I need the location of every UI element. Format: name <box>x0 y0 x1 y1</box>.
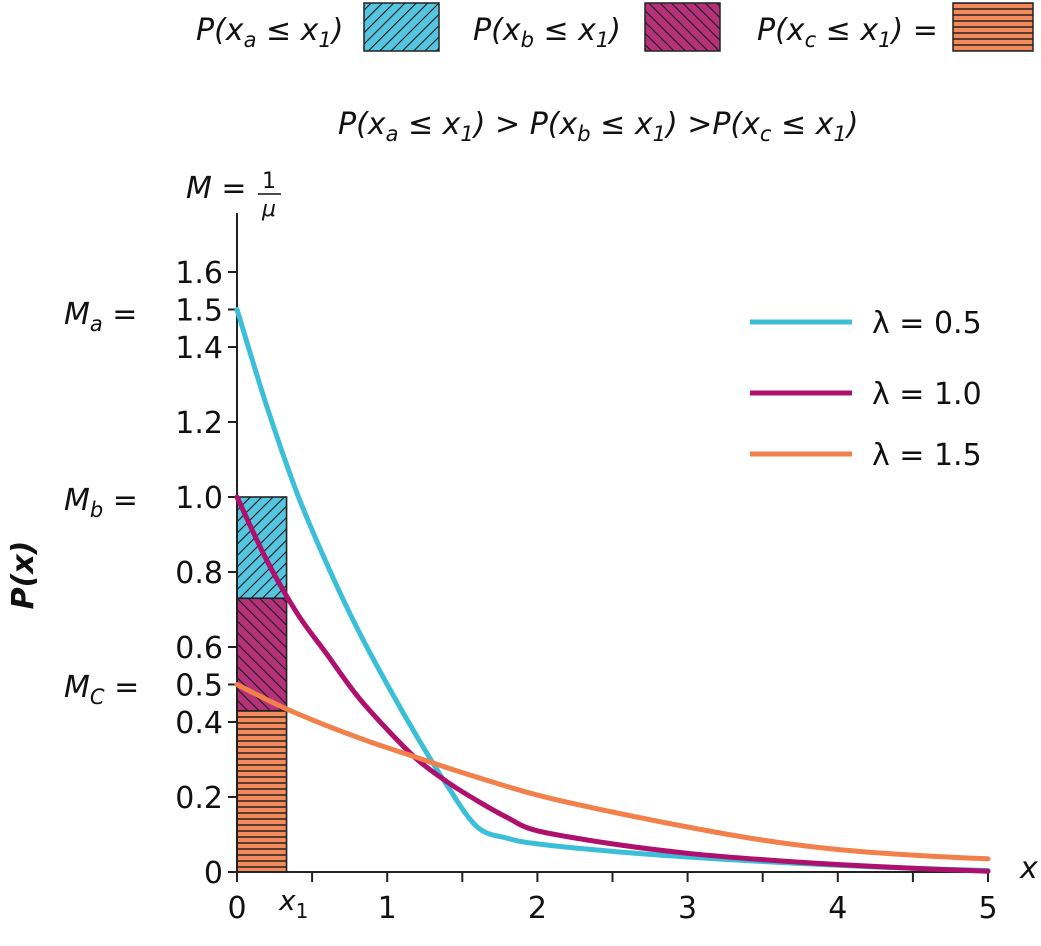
series-line-2 <box>234 682 991 862</box>
probability-bar-0 <box>236 709 288 873</box>
legend-c-swatch <box>952 2 1034 52</box>
inequality-text: P(xa ≤ x1) > P(xb ≤ x1) >P(xc ≤ x1) <box>338 107 859 146</box>
m-formula-denominator: μ <box>261 197 276 222</box>
series-legend: λ = 0.5 λ = 1.0 λ = 1.5 <box>750 306 982 473</box>
probability-bar-1 <box>236 597 288 712</box>
x-tick-label: 3 <box>678 891 697 926</box>
y-tick-label: 1.6 <box>175 256 223 291</box>
m-formula: M = 1 μ <box>186 169 281 222</box>
y-tick-label: 0.2 <box>175 781 223 816</box>
legend-b-label: P(xb ≤ x1) <box>473 13 621 52</box>
series-lines <box>234 307 991 874</box>
x-tick-label: 1 <box>378 891 397 926</box>
y-ticks: 0 0.2 0.40.50.6 0.8 1.0 1.2 1.41.51.6 <box>175 256 237 891</box>
y-tick-label: 1.0 <box>175 481 223 516</box>
legend-item-a: P(xa ≤ x1) <box>196 2 440 52</box>
y-axis-label: P(x) <box>6 541 41 610</box>
y-tick-label: 1.2 <box>175 406 223 441</box>
mc-label: MC = <box>64 670 139 709</box>
m-formula-numerator: 1 <box>262 169 276 194</box>
x-tick-label: 4 <box>828 891 847 926</box>
mb-label: Mb = <box>64 483 138 522</box>
series-line-1 <box>234 494 991 874</box>
legend-item-c: P(xc ≤ x1) = <box>757 2 1034 52</box>
y-tick-label: 1.5 <box>175 294 223 329</box>
top-legend: P(xa ≤ x1) P(xb ≤ x1) P(xc ≤ x1) = <box>196 2 1034 52</box>
legend-label-2: λ = 1.5 <box>872 438 982 473</box>
legend-b-swatch <box>644 2 721 52</box>
x-axis-label: x <box>1019 851 1038 886</box>
legend-item-b: P(xb ≤ x1) <box>473 2 721 52</box>
x-tick-label: 5 <box>978 891 997 926</box>
y-tick-label: 1.4 <box>175 331 223 366</box>
x1-label: x1 <box>278 884 308 923</box>
x-ticks: 0 1 2 3 4 5 <box>227 872 998 926</box>
legend-label-0: λ = 0.5 <box>872 306 982 341</box>
y-tick-label: 0.6 <box>175 631 223 666</box>
x-tick-label: 0 <box>227 891 246 926</box>
m-formula-lhs: M = <box>186 171 247 206</box>
y-tick-label: 0.5 <box>175 669 223 704</box>
x-tick-label: 2 <box>528 891 547 926</box>
legend-c-label: P(xc ≤ x1) = <box>757 13 938 52</box>
ma-label: Ma = <box>64 297 137 336</box>
legend-label-1: λ = 1.0 <box>872 377 982 412</box>
y-tick-label: 0.4 <box>175 706 223 741</box>
legend-a-swatch <box>363 2 440 52</box>
legend-a-label: P(xa ≤ x1) <box>196 13 344 52</box>
y-tick-label: 0 <box>204 856 223 891</box>
y-tick-label: 0.8 <box>175 556 223 591</box>
